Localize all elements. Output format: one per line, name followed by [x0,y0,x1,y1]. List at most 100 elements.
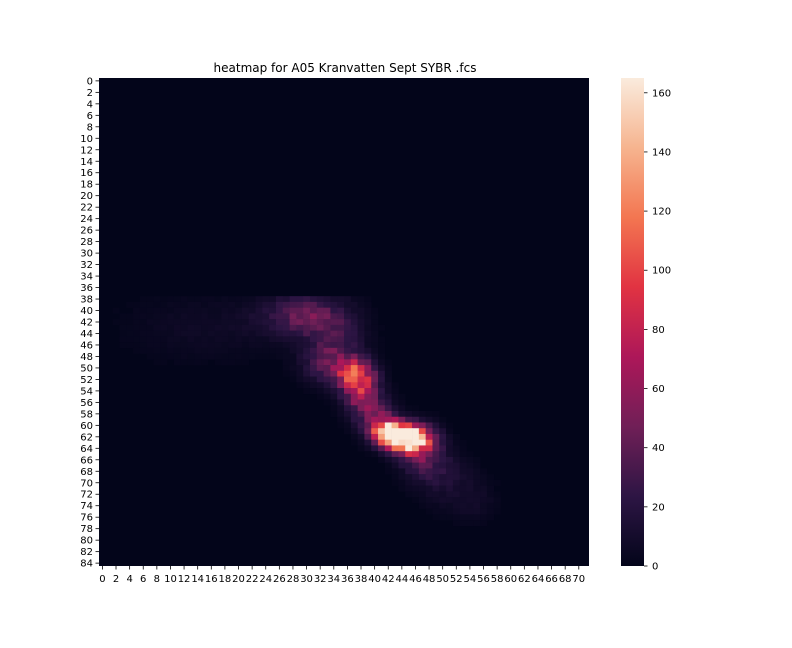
heatmap-cell [262,296,270,303]
heatmap-cell [371,307,379,314]
heatmap-cell [187,330,195,337]
heatmap-cell [269,353,277,360]
heatmap-cell [167,330,175,337]
heatmap-cell [221,330,229,337]
heatmap-cell [418,491,426,498]
heatmap-cell [364,388,372,395]
heatmap-cell [398,399,406,406]
heatmap-cell [173,342,181,349]
heatmap-cell [255,296,263,303]
heatmap-cell [412,479,420,486]
heatmap-cell [439,474,447,481]
heatmap-cell [398,451,406,458]
heatmap-cell [241,319,250,326]
heatmap-cell [309,376,318,383]
heatmap-cell [459,514,467,521]
y-tick-label: 52 [80,375,93,386]
heatmap-cell [330,319,338,326]
heatmap-cell [337,319,345,326]
heatmap-cell [194,347,202,354]
heatmap-cell [391,474,399,481]
heatmap-cell [439,439,447,446]
heatmap-cell [201,307,209,314]
heatmap-cell [405,485,413,492]
heatmap-cell [452,468,460,475]
heatmap-cell [378,451,386,458]
heatmap-cell [262,336,270,343]
heatmap-cell [418,422,426,429]
heatmap-cell [309,359,318,366]
heatmap-cell [296,370,304,377]
heatmap-cell [153,319,161,326]
heatmap-cell [214,296,222,303]
heatmap-cell [173,307,181,314]
y-tick-label: 84 [80,559,93,570]
heatmap-cell [364,399,372,406]
heatmap-cell [350,330,358,337]
heatmap-cell [153,324,161,331]
heatmap-cell [439,485,447,492]
heatmap-cell [235,319,243,326]
heatmap-cell [405,416,413,423]
heatmap-cell [439,491,447,498]
heatmap-cell [303,388,311,395]
heatmap-cell [330,405,338,412]
heatmap-cell [289,342,297,349]
heatmap-cell [119,319,127,326]
heatmap-cell [344,416,352,423]
y-tick-label: 0 [87,76,93,87]
heatmap-cell [330,376,338,383]
heatmap-cell [296,347,304,354]
heatmap-cell [446,428,454,435]
heatmap-cell [480,502,488,509]
heatmap-cell [187,319,195,326]
heatmap-cell [418,502,426,509]
heatmap-cell [350,428,358,435]
heatmap-cell [486,497,495,504]
heatmap-cell [255,319,263,326]
x-tick-label: 48 [423,574,436,585]
heatmap-cell [323,307,331,314]
heatmap-cell [133,313,141,320]
heatmap-cell [384,393,392,400]
heatmap-cell [452,514,460,521]
heatmap-cell [480,479,488,486]
heatmap-cell [248,301,256,308]
heatmap-cell [167,307,175,314]
heatmap-cell [357,382,365,389]
heatmap-cell [167,301,175,308]
heatmap-cell [153,313,161,320]
heatmap-cell [160,313,168,320]
heatmap-cell [282,324,290,331]
heatmap-cell [371,410,379,418]
heatmap-cell [139,301,147,308]
heatmap-cell [241,353,250,360]
heatmap-cell [262,307,270,314]
heatmap-cell [235,301,243,308]
heatmap-cell [412,451,420,458]
heatmap-cell [194,330,202,337]
heatmap-cell [323,399,331,406]
heatmap-cell [337,296,345,303]
heatmap-cell [378,428,386,435]
heatmap-cell [248,353,256,360]
heatmap-cell [378,399,386,406]
heatmap-cell [418,479,426,486]
heatmap-cell [439,514,447,521]
heatmap-cell [146,336,154,343]
heatmap-cell [228,342,236,349]
heatmap-cell [167,336,175,343]
colorbar-tick-label: 80 [652,325,665,336]
heatmap-cell [282,330,290,337]
heatmap-cell [432,462,440,469]
heatmap-cell [446,468,454,475]
heatmap-cell [133,319,141,326]
heatmap-cell [119,342,127,349]
heatmap-cell [412,468,420,475]
heatmap-cell [405,410,413,418]
heatmap-cell [350,439,358,446]
heatmap-cell [357,393,365,400]
heatmap-cell [344,324,352,331]
heatmap-cell [146,301,154,308]
heatmap-cell [425,502,433,509]
